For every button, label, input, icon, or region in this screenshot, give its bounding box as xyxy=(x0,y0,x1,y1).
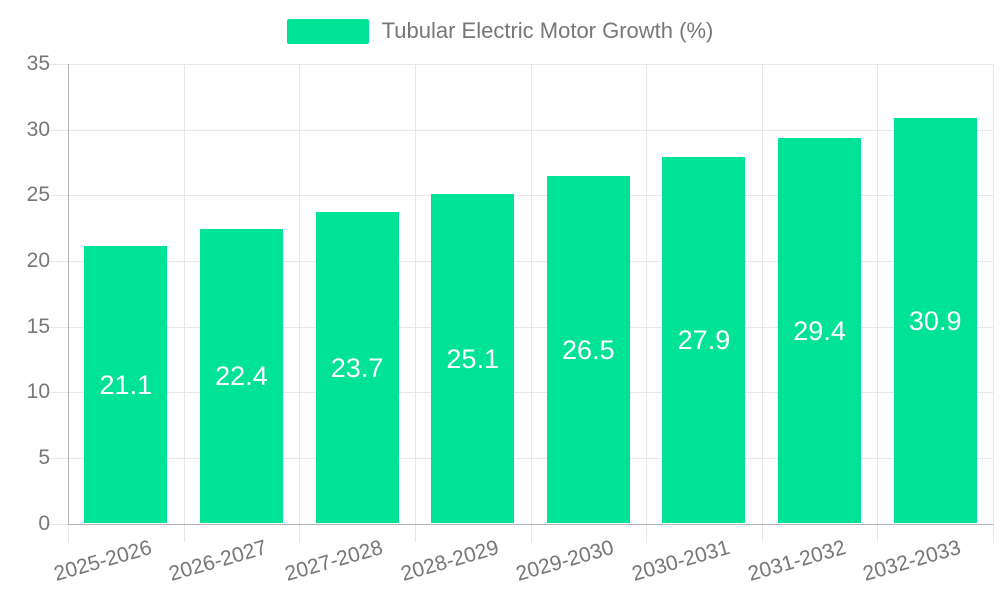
x-tick xyxy=(68,523,69,542)
y-axis-label: 15 xyxy=(26,314,50,338)
x-tick xyxy=(299,523,301,542)
bar xyxy=(893,117,977,524)
x-tick xyxy=(761,523,763,542)
bar-value-label: 29.4 xyxy=(793,315,846,346)
y-tick xyxy=(48,195,68,197)
x-tick xyxy=(183,523,185,542)
x-gridline xyxy=(414,64,416,524)
x-axis-line xyxy=(68,523,993,525)
bar-value-label: 30.9 xyxy=(908,305,962,336)
x-tick xyxy=(646,523,648,542)
x-gridline xyxy=(761,64,763,524)
y-axis-label: 0 xyxy=(38,511,50,535)
legend-swatch-icon xyxy=(286,18,369,44)
bar xyxy=(662,157,746,524)
x-gridline xyxy=(183,64,185,524)
chart-legend[interactable]: Tubular Electric Motor Growth (%) xyxy=(0,16,1000,46)
x-gridline xyxy=(993,64,994,524)
y-tick xyxy=(48,64,68,65)
y-tick xyxy=(48,326,68,328)
y-axis-label: 30 xyxy=(26,117,50,141)
y-tick xyxy=(48,129,68,131)
x-tick xyxy=(414,523,416,542)
bar xyxy=(199,229,283,524)
y-axis-label: 5 xyxy=(38,445,50,469)
bar xyxy=(315,212,399,524)
bar xyxy=(778,137,862,524)
bar-value-label: 21.1 xyxy=(99,369,153,400)
x-gridline xyxy=(530,64,532,524)
x-gridline xyxy=(646,64,648,524)
bar-value-label: 22.4 xyxy=(215,361,268,392)
y-axis-label: 25 xyxy=(26,183,50,207)
y-axis-label: 10 xyxy=(26,380,50,404)
y-axis-line xyxy=(68,64,69,524)
x-gridline xyxy=(877,64,879,524)
x-tick xyxy=(877,523,879,542)
x-tick xyxy=(530,523,532,542)
y-tick xyxy=(48,457,68,459)
x-gridline xyxy=(299,64,301,524)
y-axis-label: 20 xyxy=(26,248,50,272)
bar xyxy=(431,193,515,524)
bar xyxy=(546,175,630,524)
bar-value-label: 26.5 xyxy=(562,334,615,365)
y-tick xyxy=(48,523,68,525)
bar-value-label: 27.9 xyxy=(677,325,731,356)
y-tick xyxy=(48,260,68,262)
y-tick xyxy=(48,392,68,394)
bar-value-label: 23.7 xyxy=(330,352,384,383)
x-tick xyxy=(993,523,994,542)
bar xyxy=(84,246,168,524)
y-axis-label: 35 xyxy=(26,52,50,75)
legend-label: Tubular Electric Motor Growth (%) xyxy=(381,18,714,43)
bar-value-label: 25.1 xyxy=(446,343,499,374)
